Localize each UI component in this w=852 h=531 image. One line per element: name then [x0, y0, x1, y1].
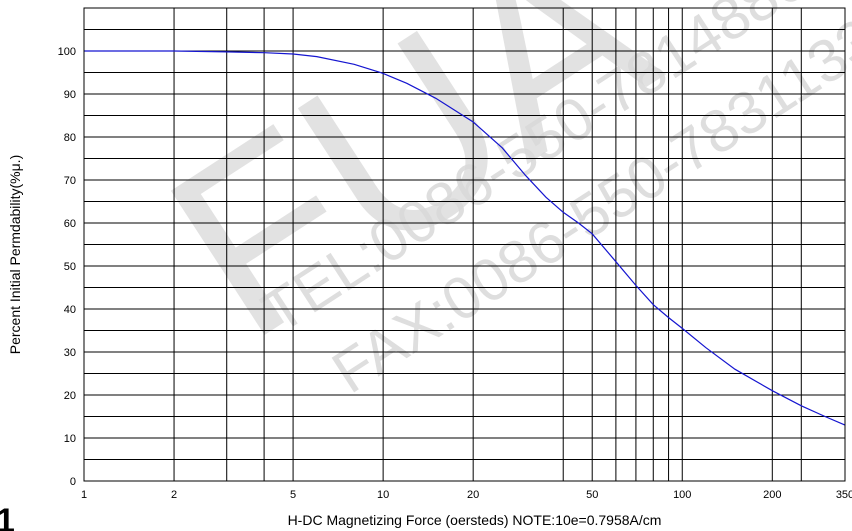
x-tick-label: 20 [467, 489, 479, 501]
y-tick-label: 10 [64, 433, 76, 445]
y-tick-label: 70 [64, 175, 76, 187]
plot-frame [83, 7, 846, 482]
x-axis-title: H-DC Magnetizing Force (oersteds) NOTE:1… [288, 512, 662, 528]
tick-labels: 0 10 20 30 40 50 60 70 80 90 100 1 2 5 10 20 50 100 200 350 [58, 46, 852, 501]
partial-figure-label: 1 [0, 502, 15, 531]
y-axis-title: Percent Initial Permdability(%μ.) [7, 155, 23, 354]
y-tick-label: 90 [64, 89, 76, 101]
x-tick-label: 350 [836, 489, 852, 501]
x-tick-label: 1 [81, 489, 87, 501]
series-line [84, 50, 846, 426]
y-tick-label: 40 [64, 304, 76, 316]
x-tick-label: 10 [377, 489, 389, 501]
x-tick-label: 100 [673, 489, 691, 501]
x-tick-label: 200 [763, 489, 781, 501]
y-tick-label: 50 [64, 261, 76, 273]
x-tick-label: 5 [290, 489, 296, 501]
y-tick-label: 60 [64, 218, 76, 230]
y-tick-label: 30 [64, 347, 76, 359]
y-tick-label: 0 [70, 476, 76, 488]
watermark: FUA TEL:0086-550-7814880 FAX:0086-550-78… [124, 0, 852, 406]
y-tick-label: 80 [64, 132, 76, 144]
y-tick-label: 20 [64, 390, 76, 402]
y-tick-label: 100 [58, 46, 76, 58]
grid [84, 8, 845, 481]
x-tick-label: 2 [171, 489, 177, 501]
series-group [84, 50, 846, 426]
x-tick-label: 50 [586, 489, 598, 501]
